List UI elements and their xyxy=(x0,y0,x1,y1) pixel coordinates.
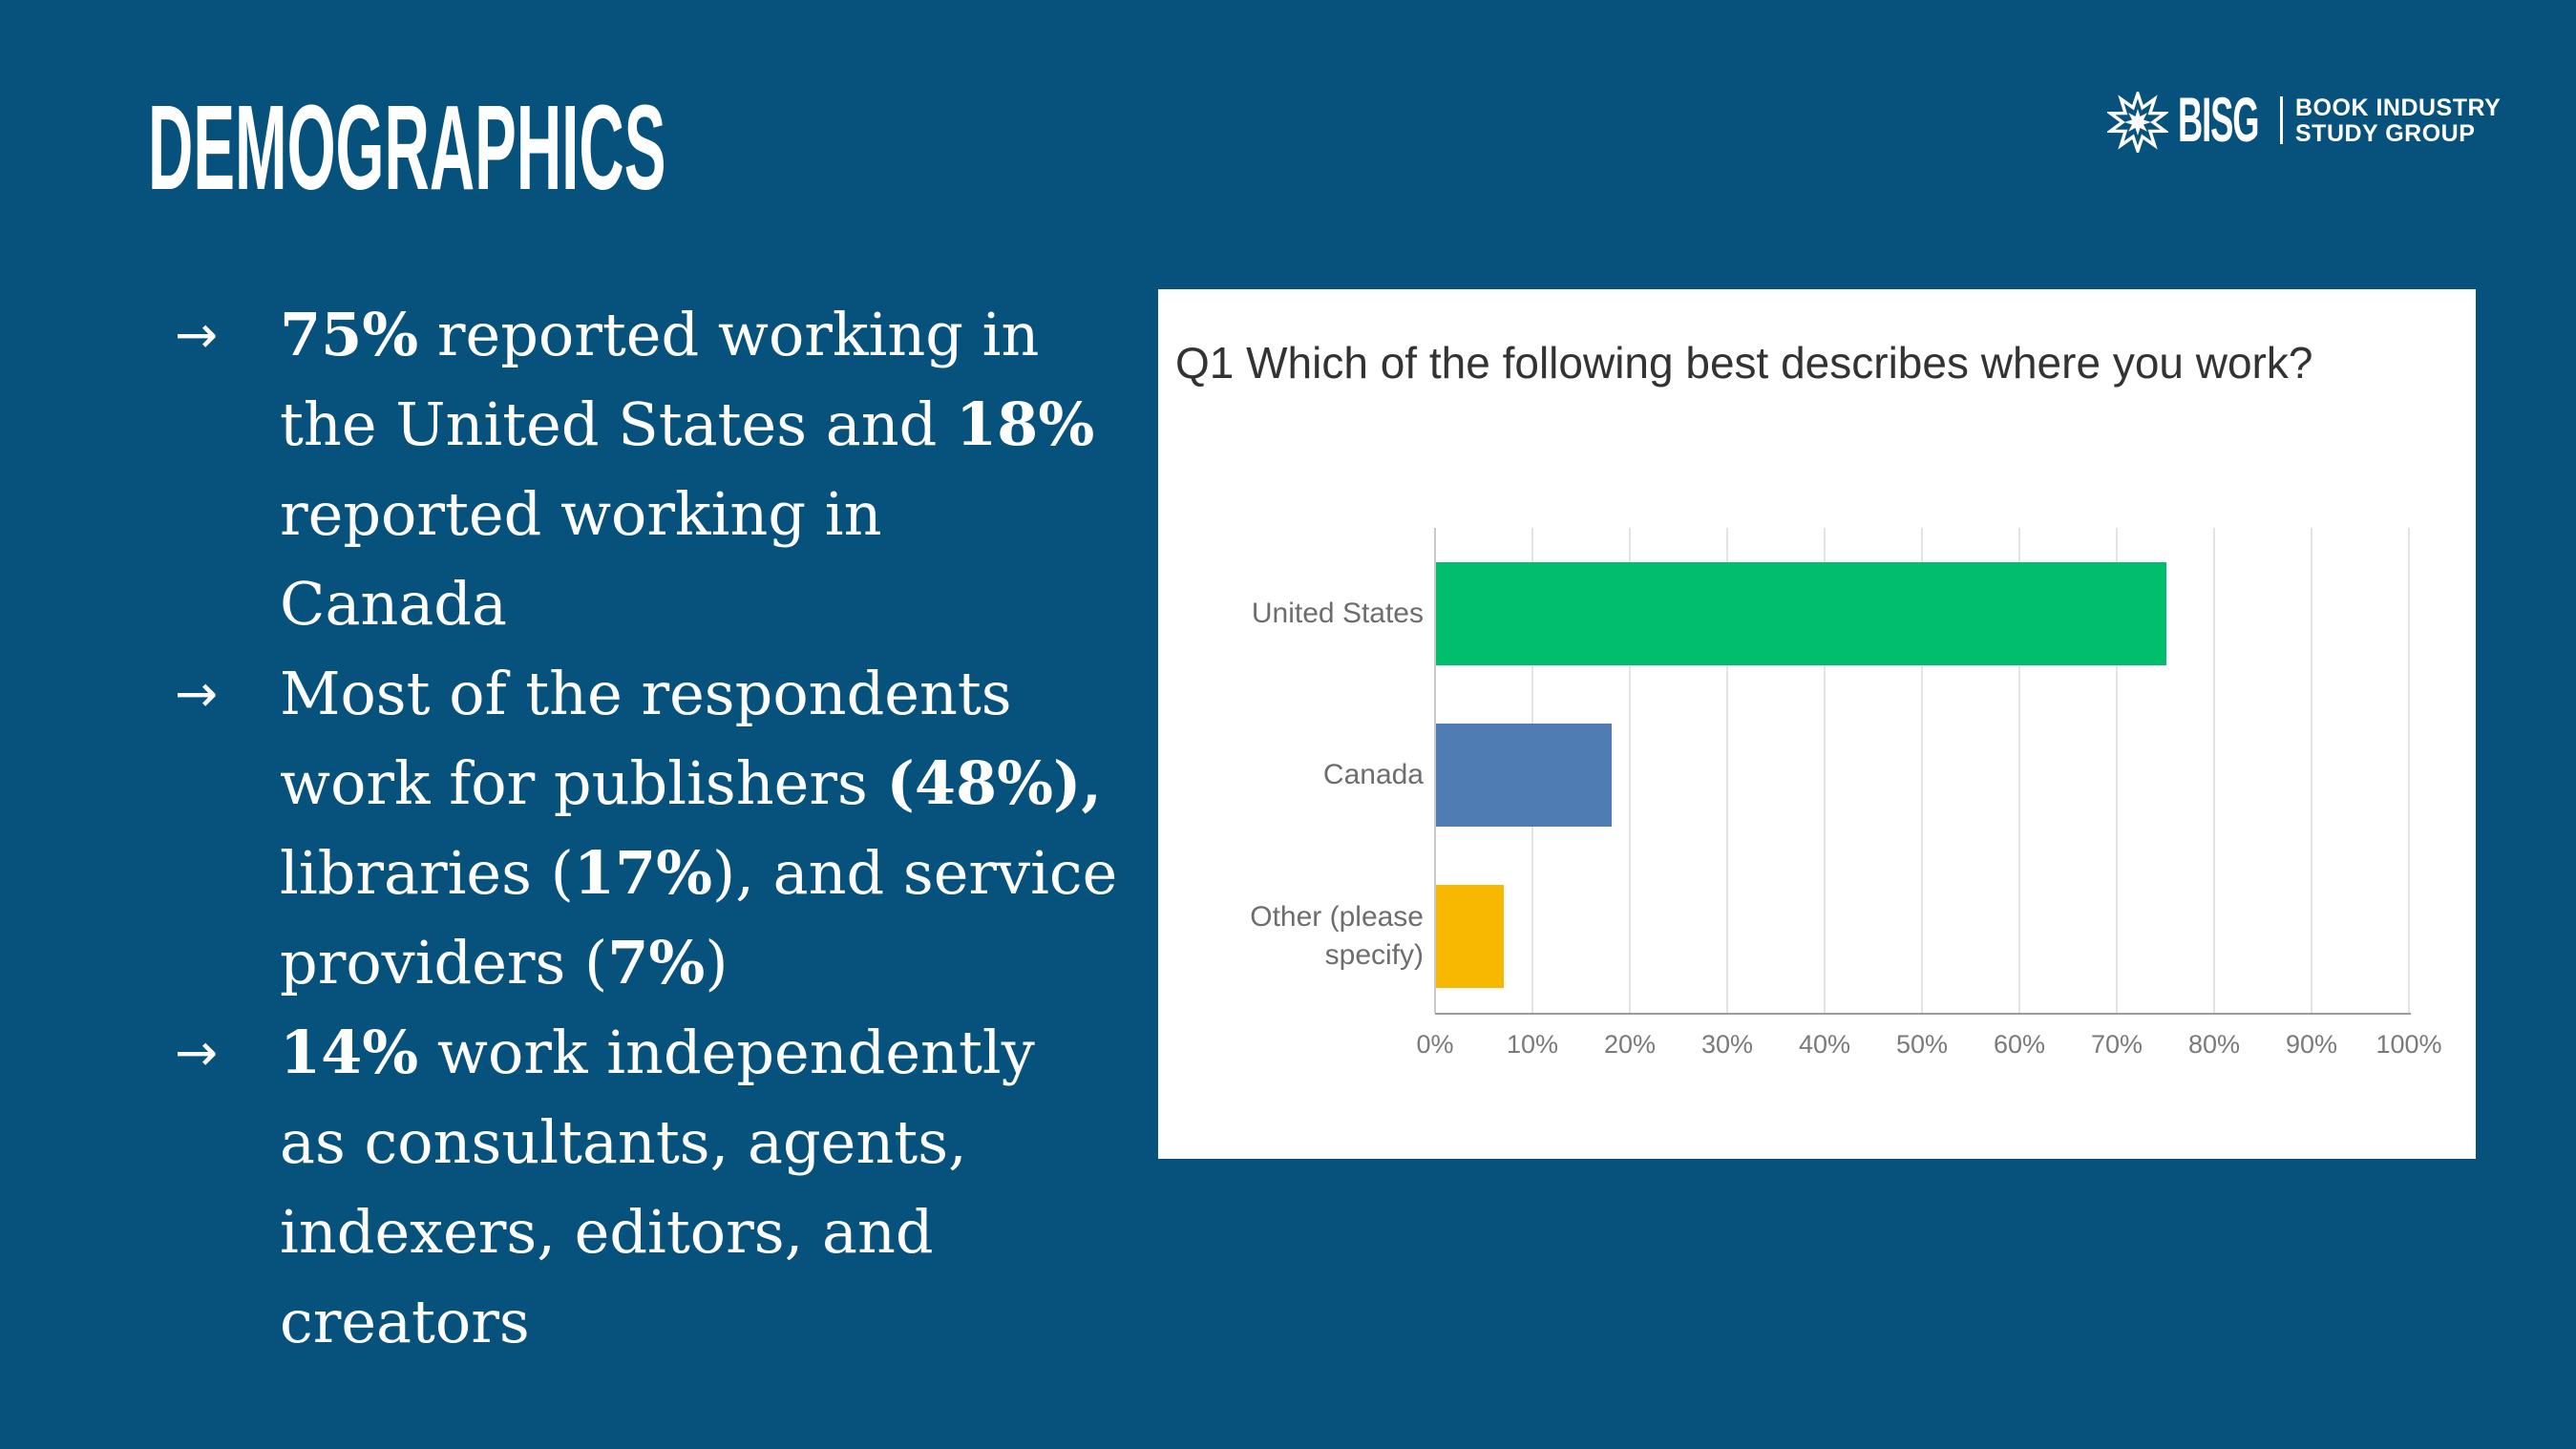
bullet-text: Most of the respondents work for publishe… xyxy=(280,649,1117,1008)
bullet-text: 14% work independently as consultants, ag… xyxy=(280,1008,1035,1367)
chart-title: Q1 Which of the following best describes… xyxy=(1175,338,2313,388)
x-tick-label: 20% xyxy=(1603,1030,1657,1059)
x-tick-label: 0% xyxy=(1416,1030,1454,1059)
logo-tagline-line2: STUDY GROUP xyxy=(2295,120,2476,147)
grid-line xyxy=(1921,528,1923,1013)
bullet-line: providers (7%) xyxy=(280,928,728,998)
bullet-line: creators xyxy=(280,1287,530,1356)
grid-line xyxy=(2213,528,2215,1013)
bullet-line: libraries (17%), and service xyxy=(280,838,1118,908)
grid-line xyxy=(1726,528,1728,1013)
grid-line xyxy=(1824,528,1826,1013)
logo-brand-text: BISG xyxy=(2178,84,2259,155)
bullet-line: Most of the respondents xyxy=(280,659,1012,728)
arrow-bullet-icon: → xyxy=(175,1022,219,1082)
logo-tagline-line1: BOOK INDUSTRY xyxy=(2295,94,2502,121)
grid-line xyxy=(1629,528,1631,1013)
bar xyxy=(1436,885,1505,989)
grid-line xyxy=(2408,528,2410,1013)
arrow-bullet-icon: → xyxy=(175,663,219,724)
category-label: Canada xyxy=(1322,759,1424,790)
bullet-line: 75% reported working in xyxy=(280,300,1040,369)
plot-area xyxy=(1434,528,2410,1013)
bullet-line: Canada xyxy=(280,569,507,639)
page-title: DEMOGRAPHICS xyxy=(148,80,666,215)
bullet-line: the United States and 18% xyxy=(280,389,1095,459)
grid-line xyxy=(2018,528,2020,1013)
bar xyxy=(1436,561,2166,665)
bar xyxy=(1436,724,1612,827)
bullet-item: → Most of the respondents work for publish… xyxy=(175,649,1117,1008)
x-axis-line xyxy=(1435,1013,2411,1015)
bisg-logo: BISG BOOK INDUSTRY STUDY GROUP xyxy=(2107,84,2501,157)
logo-tagline: BOOK INDUSTRY STUDY GROUP xyxy=(2295,95,2501,147)
bullet-line: 14% work independently xyxy=(280,1018,1035,1087)
grid-line xyxy=(2311,528,2312,1013)
x-tick-label: 10% xyxy=(1506,1030,1559,1059)
bullet-list: → 75% reported working in the United State… xyxy=(175,290,1117,1367)
bullet-line: reported working in xyxy=(280,479,882,549)
bullet-line: indexers, editors, and xyxy=(280,1197,934,1267)
bullet-text: 75% reported working in the United States… xyxy=(280,290,1094,649)
bullet-item: → 14% work independently as consultants, a… xyxy=(175,1008,1117,1367)
chart-panel: Q1 Which of the following best describes… xyxy=(1158,289,2476,1159)
grid-line xyxy=(1434,528,1436,1013)
logo-divider xyxy=(2280,96,2283,144)
category-label: Other (please specify) xyxy=(1250,901,1424,972)
grid-line xyxy=(2116,528,2118,1013)
x-tick-label: 80% xyxy=(2187,1030,2241,1059)
x-tick-label: 100% xyxy=(2375,1030,2442,1059)
category-label: United States xyxy=(1251,597,1424,629)
x-tick-label: 60% xyxy=(1993,1030,2046,1059)
bullet-line: as consultants, agents, xyxy=(280,1107,967,1177)
bullet-line: work for publishers (48%), xyxy=(280,748,1102,818)
bullet-item: → 75% reported working in the United State… xyxy=(175,290,1117,649)
x-tick-label: 40% xyxy=(1798,1030,1851,1059)
arrow-bullet-icon: → xyxy=(175,304,219,365)
x-tick-label: 70% xyxy=(2090,1030,2143,1059)
x-tick-label: 30% xyxy=(1700,1030,1754,1059)
starburst-icon xyxy=(2107,92,2168,153)
x-tick-label: 90% xyxy=(2285,1030,2338,1059)
x-tick-label: 50% xyxy=(1895,1030,1949,1059)
